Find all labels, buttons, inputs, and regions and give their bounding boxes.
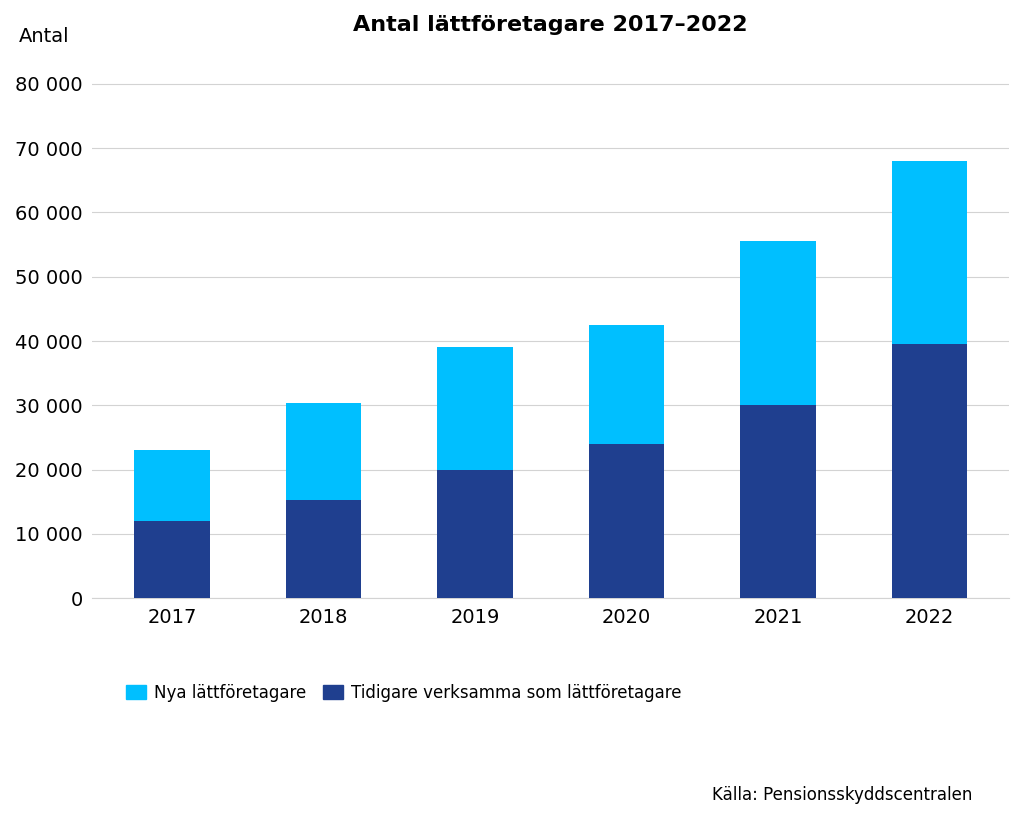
Legend: Nya lättföretagare, Tidigare verksamma som lättföretagare: Nya lättföretagare, Tidigare verksamma s…: [119, 677, 688, 709]
Bar: [740, 241, 816, 406]
Bar: [892, 344, 968, 598]
Bar: [286, 499, 361, 598]
Bar: [589, 444, 665, 598]
Title: Antal lättföretagare 2017–2022: Antal lättföretagare 2017–2022: [353, 15, 748, 35]
Bar: [286, 403, 361, 499]
Bar: [134, 521, 210, 598]
Bar: [740, 406, 816, 598]
Bar: [134, 450, 210, 521]
Text: Källa: Pensionsskyddscentralen: Källa: Pensionsskyddscentralen: [713, 786, 973, 804]
Text: Antal: Antal: [19, 28, 70, 47]
Bar: [892, 161, 968, 344]
Bar: [437, 348, 513, 469]
Bar: [589, 325, 665, 444]
Bar: [437, 469, 513, 598]
